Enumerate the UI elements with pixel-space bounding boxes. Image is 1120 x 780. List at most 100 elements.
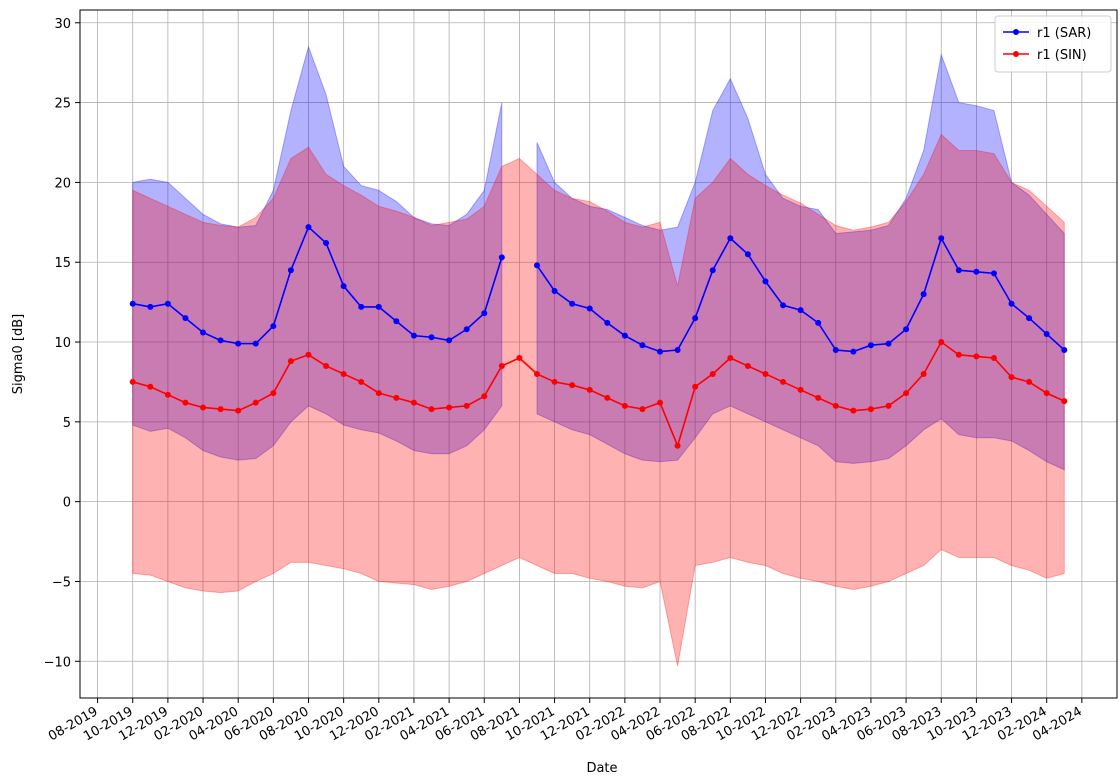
data-point xyxy=(727,235,734,242)
data-point xyxy=(621,402,628,409)
std-band xyxy=(536,52,1065,471)
data-point xyxy=(481,393,488,400)
data-point xyxy=(797,307,804,314)
data-point xyxy=(955,351,962,358)
data-point xyxy=(674,442,681,449)
data-point xyxy=(797,386,804,393)
data-point xyxy=(463,402,470,409)
data-point xyxy=(217,337,224,344)
data-point xyxy=(323,240,330,247)
legend-label: r1 (SIN) xyxy=(1037,48,1087,63)
data-point xyxy=(657,399,664,406)
data-point xyxy=(446,404,453,411)
data-point xyxy=(498,362,505,369)
data-point xyxy=(815,319,822,326)
data-point xyxy=(569,300,576,307)
legend-marker xyxy=(1013,51,1019,57)
data-point xyxy=(938,339,945,346)
data-point xyxy=(832,402,839,409)
data-point xyxy=(147,383,154,390)
data-point xyxy=(164,391,171,398)
data-point xyxy=(709,267,716,274)
data-point xyxy=(129,300,136,307)
data-point xyxy=(920,291,927,298)
y-tick-label: 25 xyxy=(54,97,71,112)
y-tick-label: 20 xyxy=(54,176,71,191)
data-point xyxy=(762,370,769,377)
data-point xyxy=(533,262,540,269)
data-point xyxy=(428,334,435,341)
series-line xyxy=(132,225,503,345)
data-point xyxy=(621,332,628,339)
data-point xyxy=(990,270,997,277)
data-point xyxy=(674,347,681,354)
data-point xyxy=(270,390,277,397)
data-point xyxy=(393,318,400,325)
data-point xyxy=(850,407,857,414)
data-point xyxy=(252,340,259,347)
data-point xyxy=(410,399,417,406)
data-point xyxy=(1008,300,1015,307)
data-point xyxy=(287,267,294,274)
legend-box xyxy=(994,15,1112,73)
data-point xyxy=(129,378,136,385)
data-point xyxy=(1026,378,1033,385)
data-point xyxy=(744,251,751,258)
data-point xyxy=(709,370,716,377)
data-point xyxy=(639,342,646,349)
std-band xyxy=(132,45,503,461)
y-tick-label: 15 xyxy=(54,256,71,271)
data-point xyxy=(938,235,945,242)
data-point xyxy=(973,353,980,360)
data-point xyxy=(182,399,189,406)
data-point xyxy=(815,394,822,401)
y-tick-label: 10 xyxy=(54,336,71,351)
y-tick-label: 5 xyxy=(63,416,71,431)
data-point xyxy=(287,358,294,365)
std-band xyxy=(132,133,1065,667)
data-point xyxy=(903,326,910,333)
data-point xyxy=(657,348,664,355)
data-point xyxy=(323,362,330,369)
y-tick-label: 0 xyxy=(63,496,71,511)
data-point xyxy=(375,390,382,397)
data-point xyxy=(235,407,242,414)
y-tick-label: 30 xyxy=(54,17,71,32)
data-point xyxy=(270,323,277,330)
data-point xyxy=(1043,390,1050,397)
data-point xyxy=(903,390,910,397)
data-point xyxy=(481,310,488,317)
data-point xyxy=(217,406,224,413)
data-point xyxy=(867,342,874,349)
data-point xyxy=(920,370,927,377)
data-point xyxy=(305,224,312,231)
data-point xyxy=(885,340,892,347)
data-point xyxy=(1043,331,1050,338)
legend-label: r1 (SAR) xyxy=(1037,26,1091,41)
x-axis-label: Date xyxy=(586,761,617,776)
data-point xyxy=(1026,315,1033,322)
data-point xyxy=(604,394,611,401)
data-point xyxy=(533,370,540,377)
data-point xyxy=(551,287,558,294)
data-point xyxy=(850,348,857,355)
data-point xyxy=(1061,347,1068,354)
data-point xyxy=(340,283,347,290)
data-point xyxy=(885,402,892,409)
data-point xyxy=(639,406,646,413)
data-point xyxy=(235,340,242,347)
data-point xyxy=(498,254,505,261)
data-point xyxy=(569,382,576,389)
data-point xyxy=(340,370,347,377)
series-line xyxy=(132,340,1065,449)
data-point xyxy=(200,329,207,336)
data-point xyxy=(692,315,699,322)
data-point xyxy=(375,303,382,310)
data-point xyxy=(780,302,787,309)
data-point xyxy=(762,278,769,285)
legend: r1 (SAR) r1 (SIN) xyxy=(994,15,1112,73)
data-point xyxy=(252,399,259,406)
data-point xyxy=(147,303,154,310)
plot-frame xyxy=(79,9,1118,699)
